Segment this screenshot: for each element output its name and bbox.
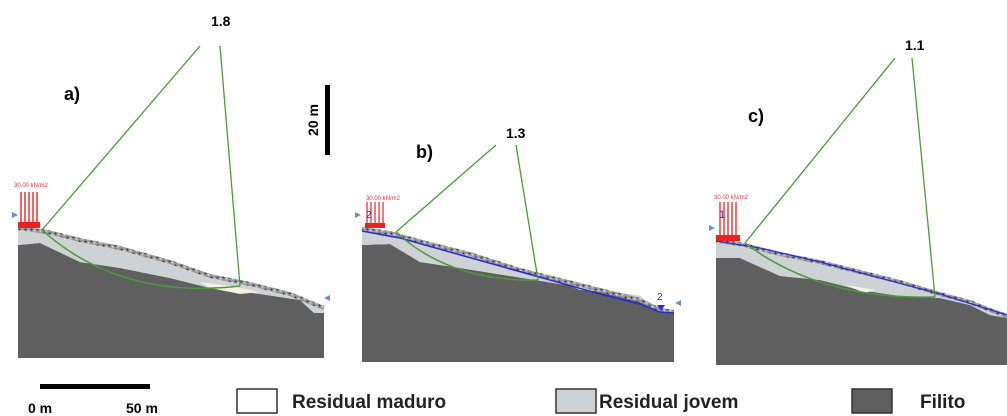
slip-circle: [41, 229, 241, 289]
radius-line-left: [395, 144, 497, 233]
radius-line-right: [219, 45, 241, 287]
surcharge-load: [716, 202, 740, 241]
load-label: 30.00 kN/m2: [714, 195, 749, 201]
radius-line-left: [41, 45, 201, 231]
filito-layer: [18, 243, 324, 358]
residual-maduro-layer: [845, 285, 875, 293]
fs-value: 1.3: [506, 125, 526, 141]
slip-circle: [395, 231, 539, 281]
ground-surface: [361, 227, 675, 314]
boundary-marker-right: [675, 300, 681, 306]
boundary-marker-left: [709, 225, 715, 231]
panel-c: 30.00 kN/m2 1 c) 1.1: [709, 37, 1007, 365]
scale-end-label: 50 m: [126, 400, 158, 416]
legend-label: Residual jovem: [599, 392, 738, 413]
boundary-marker-right: [324, 295, 330, 301]
residual-maduro-layer: [200, 282, 260, 294]
legend-item-residual-jovem: Residual jovem: [555, 388, 738, 414]
ground-surface: [17, 226, 325, 310]
radius-line-left: [744, 57, 896, 244]
legend: Residual maduro Residual jovem Filito: [236, 388, 965, 414]
water-marker-left: 1: [719, 209, 725, 221]
boundary-marker-left: [355, 212, 361, 218]
fs-value: 1.8: [211, 13, 231, 29]
phreatic-line: [715, 240, 1007, 316]
boundary-marker-left: [12, 212, 18, 218]
residual-jovem-layer: [716, 241, 1007, 318]
water-marker-right: 2: [657, 292, 663, 303]
legend-item-residual-maduro: Residual maduro: [236, 388, 446, 414]
surcharge-load: [18, 192, 40, 228]
radius-line-right: [515, 144, 539, 281]
legend-swatch: [851, 388, 893, 414]
legend-item-filito: Filito: [851, 388, 965, 414]
panel-tag: b): [416, 142, 433, 162]
load-label: 30.00 kN/m2: [14, 183, 49, 189]
fs-value: 1.1: [905, 37, 925, 53]
water-marker-left: 2: [366, 210, 372, 221]
horizontal-scale-bar: 0 m 50 m: [28, 384, 158, 416]
filito-layer: [716, 258, 1007, 365]
legend-label: Filito: [920, 392, 965, 413]
panel-tag: c): [748, 106, 764, 126]
surcharge-load: [365, 202, 385, 228]
scale-start-label: 0 m: [28, 400, 52, 416]
legend-swatch: [236, 388, 278, 414]
vertical-scale-bar: 20 m: [305, 85, 330, 155]
phreatic-line: [361, 230, 675, 314]
panel-tag: a): [64, 84, 80, 104]
vertical-scale-label: 20 m: [305, 104, 321, 136]
legend-swatch: [555, 388, 597, 414]
panel-b: 30.00 kN/m2 2 2 b) 1.3: [355, 125, 681, 362]
panel-a: 30.00 kN/m2 a) 1.8: [12, 13, 330, 358]
filito-layer: [362, 244, 674, 362]
radius-line-right: [911, 57, 936, 298]
load-label: 30.00 kN/m2: [366, 196, 401, 202]
slip-circle: [744, 242, 936, 298]
water-table-symbol: [657, 305, 665, 311]
legend-label: Residual maduro: [292, 392, 446, 413]
